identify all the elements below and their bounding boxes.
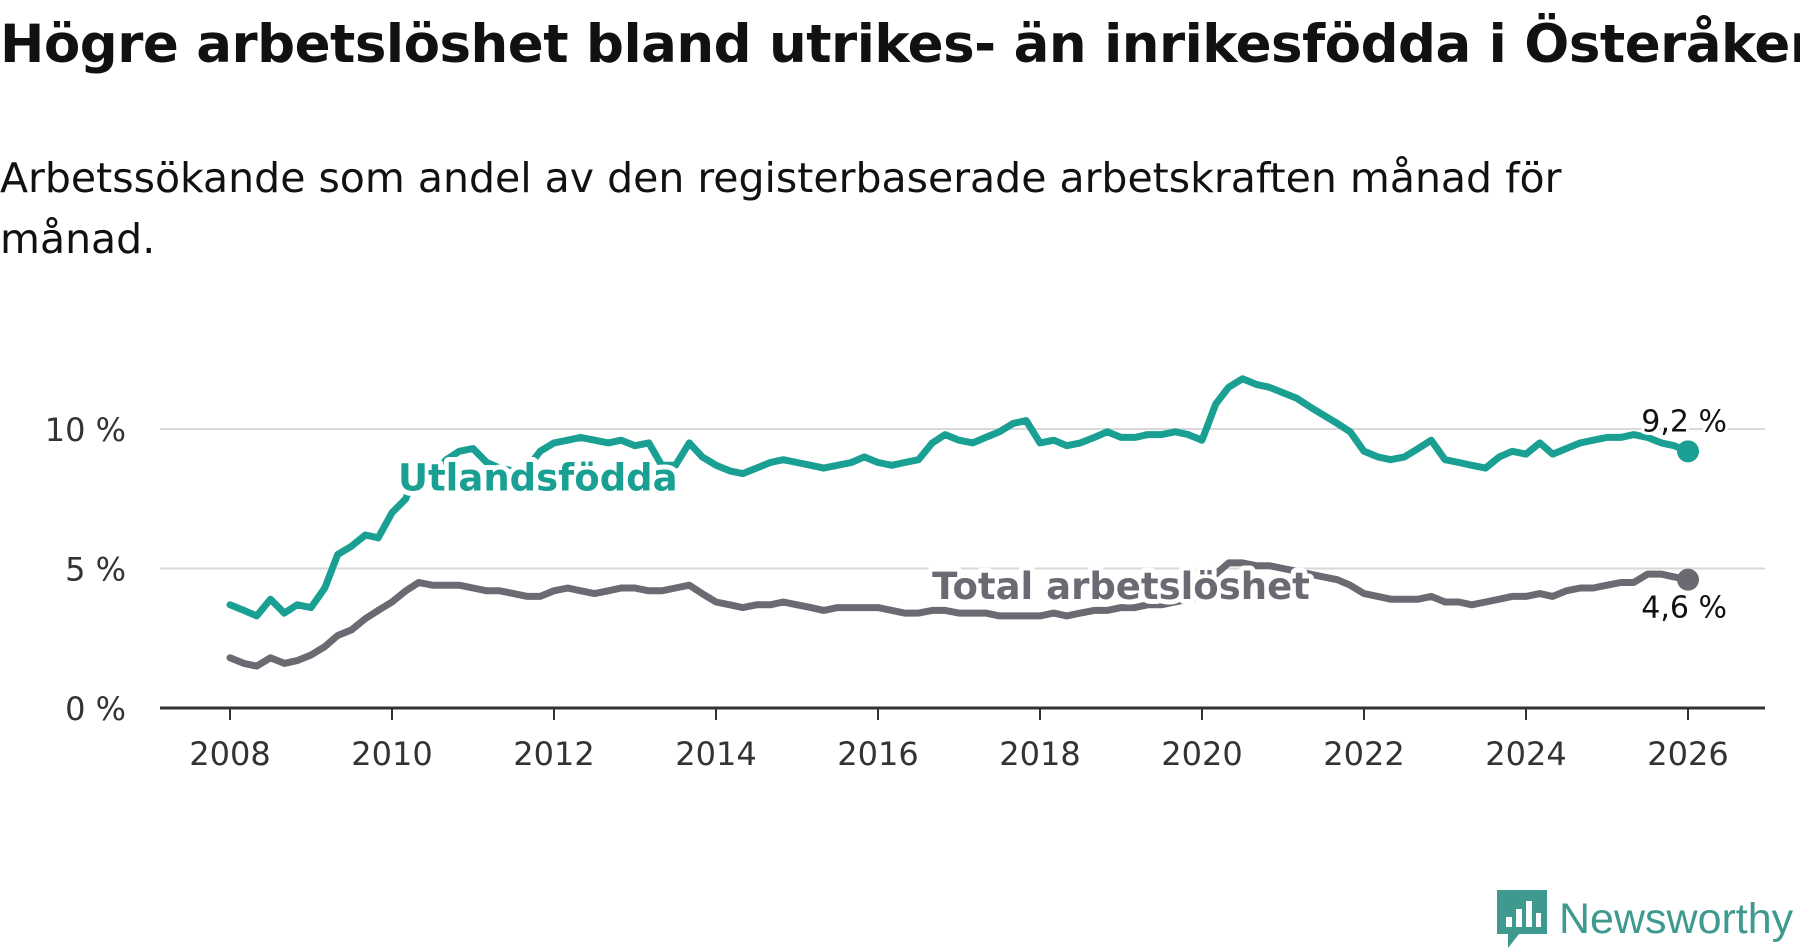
x-tick-label: 2014: [675, 735, 756, 773]
x-tick-label: 2018: [999, 735, 1080, 773]
y-axis: 0 % 5 % 10 %: [45, 411, 126, 728]
x-tick-label: 2022: [1323, 735, 1404, 773]
logo-text: Newsworthy: [1559, 894, 1794, 943]
x-tick-label: 2020: [1161, 735, 1242, 773]
x-axis: 2008 2010 2012 2014 2016 2018 2020 2022 2024 2026: [160, 706, 1765, 773]
end-point-marker: [1677, 440, 1699, 463]
chart-bars-icon: [1497, 890, 1547, 948]
chart-title: Högre arbetslöshet bland utrikes- än inr…: [0, 14, 1800, 75]
end-value-label: 9,2 %: [1641, 404, 1727, 439]
x-tick-label: 2010: [351, 735, 432, 773]
grid-lines: [160, 428, 1765, 570]
end-point-marker: [1677, 568, 1699, 591]
x-tick-label: 2016: [837, 735, 918, 773]
series-labels: Utlandsfödda 9,2 % Total arbetslöshet 4,6 %: [393, 401, 1730, 628]
y-tick-label: 0 %: [65, 690, 126, 728]
chart-subtitle: Arbetssökande som andel av den registerb…: [0, 154, 1562, 263]
series-label: Total arbetslöshet: [932, 565, 1310, 608]
end-value-label: 4,6 %: [1641, 591, 1727, 626]
series-line-utlandsfodda: [226, 375, 1692, 620]
x-tick-label: 2012: [513, 735, 594, 773]
series-lines: [226, 375, 1699, 670]
newsworthy-logo: Newsworthy: [1497, 890, 1793, 948]
y-tick-label: 10 %: [45, 411, 126, 449]
series-label: Utlandsfödda: [398, 456, 678, 499]
x-tick-label: 2008: [189, 735, 270, 773]
x-tick-label: 2026: [1647, 735, 1728, 773]
y-tick-label: 5 %: [65, 551, 126, 589]
x-tick-label: 2024: [1485, 735, 1566, 773]
series-line-total: [226, 559, 1692, 670]
